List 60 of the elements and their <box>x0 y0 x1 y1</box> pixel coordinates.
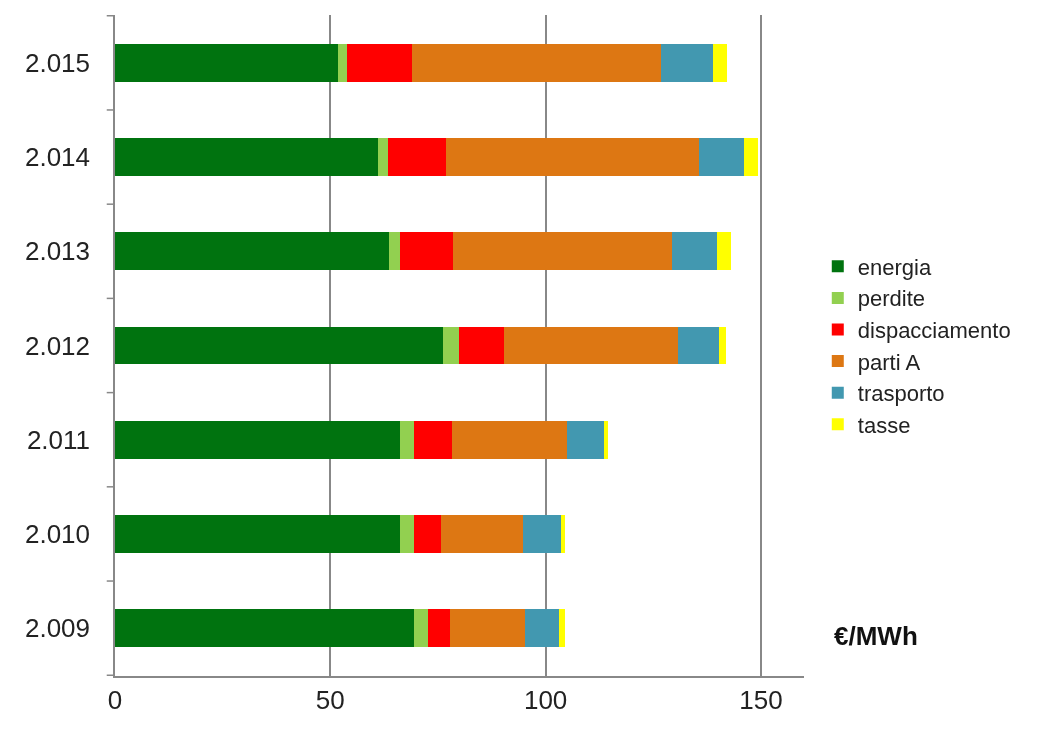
bar <box>718 326 727 365</box>
bar <box>388 138 447 176</box>
legend-label: energia <box>857 254 932 280</box>
bar <box>450 609 525 647</box>
legend-label: trasporto <box>857 381 945 407</box>
bar <box>559 609 565 647</box>
bar <box>604 420 608 459</box>
bar <box>442 326 459 365</box>
bar <box>661 44 714 82</box>
bar <box>503 326 678 365</box>
bar <box>399 232 454 271</box>
bar <box>446 138 699 176</box>
bar <box>115 44 339 82</box>
bar <box>115 138 379 176</box>
bar <box>115 232 389 271</box>
bar <box>672 232 718 271</box>
y-tick-label: 2.012 <box>24 330 91 361</box>
bar <box>115 420 400 459</box>
bar <box>458 326 504 365</box>
bar <box>440 515 524 553</box>
y-tick-label: 2.015 <box>24 47 91 78</box>
bar <box>346 44 412 82</box>
bar <box>338 44 347 82</box>
bar <box>428 609 451 647</box>
bar <box>411 44 662 82</box>
bar <box>561 515 565 553</box>
bar <box>115 609 414 647</box>
bar <box>399 515 414 553</box>
bar <box>713 44 728 82</box>
legend-label: perdite <box>857 286 926 312</box>
bar <box>453 232 673 271</box>
x-tick-label: 50 <box>315 684 345 715</box>
bar <box>413 609 429 647</box>
x-tick-label: 100 <box>523 684 568 715</box>
text: €/MWh <box>834 621 918 651</box>
y-tick-label: 2.013 <box>24 236 91 267</box>
bar <box>413 420 452 459</box>
bar <box>115 326 443 365</box>
bar <box>677 326 719 365</box>
bar <box>698 138 744 176</box>
bar <box>399 420 414 459</box>
x-tick-label: 150 <box>739 684 783 715</box>
bar <box>413 515 441 553</box>
y-tick-label: 2.014 <box>24 142 91 173</box>
legend-label: dispacciamento <box>857 318 1011 344</box>
x-tick-label: 0 <box>107 684 123 715</box>
bar <box>717 232 732 271</box>
bar <box>378 138 389 176</box>
bar <box>115 515 400 553</box>
bar <box>523 515 562 553</box>
legend-label: parti A <box>857 349 921 375</box>
legend-label: tasse <box>857 412 911 438</box>
bar <box>388 232 400 271</box>
y-tick-label: 2.010 <box>24 519 91 550</box>
bar <box>566 420 605 459</box>
bar <box>524 609 560 647</box>
y-tick-label: 2.011 <box>26 424 91 455</box>
bar <box>743 138 758 176</box>
y-tick-label: 2.009 <box>24 613 91 644</box>
bar <box>451 420 567 459</box>
